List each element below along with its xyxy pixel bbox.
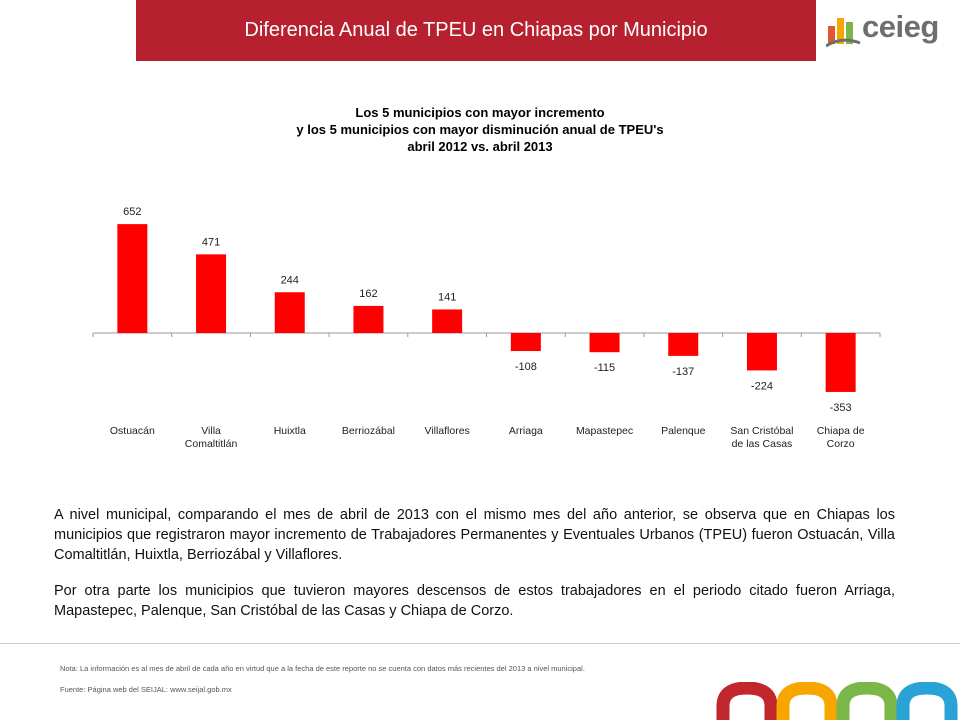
bar xyxy=(353,305,384,333)
bar xyxy=(117,224,148,333)
logo-wordmark: ceieg xyxy=(862,9,939,44)
data-label: -224 xyxy=(751,380,773,392)
footer-ring-shape xyxy=(776,682,838,720)
footer-ring-shape xyxy=(716,682,778,720)
data-label: -115 xyxy=(594,362,615,374)
source-note: Fuente: Página web del SEIJAL: www.seija… xyxy=(60,685,232,694)
chart-title-line-3: abril 2012 vs. abril 2013 xyxy=(407,139,553,154)
category-label: Arriaga xyxy=(509,425,543,437)
category-label: Ostuacán xyxy=(110,425,155,437)
bar xyxy=(825,333,856,392)
data-label: 244 xyxy=(281,274,299,286)
data-label: 652 xyxy=(123,206,141,218)
data-label: 162 xyxy=(359,288,377,300)
ceieg-logo: ceieg xyxy=(825,9,948,48)
bar xyxy=(510,333,541,352)
header-banner: Diferencia Anual de TPEU en Chiapas por … xyxy=(136,0,816,61)
category-label: Berriozábal xyxy=(342,425,395,437)
footer-divider xyxy=(0,643,960,644)
logo-bars-icon xyxy=(825,18,861,48)
footnote: Nota: La información es al mes de abril … xyxy=(60,664,585,673)
category-label: Huixtla xyxy=(274,425,306,437)
analysis-paragraph-1: A nivel municipal, comparando el mes de … xyxy=(54,507,895,563)
category-label: San Cristóbal de las Casas xyxy=(730,425,793,450)
footer-decorative-logos xyxy=(716,682,958,720)
category-label: Mapastepec xyxy=(576,425,633,437)
footer-ring-shape xyxy=(896,682,958,720)
category-label: Villaflores xyxy=(424,425,469,437)
data-label: 471 xyxy=(202,236,220,248)
analysis-paragraph-2: Por otra parte los municipios que tuvier… xyxy=(54,583,895,619)
chart-title-line-1: Los 5 municipios con mayor incremento xyxy=(355,105,605,120)
chart-title: Los 5 municipios con mayor incremento y … xyxy=(200,104,760,155)
bar xyxy=(274,292,305,333)
data-label: -108 xyxy=(515,361,537,373)
bar xyxy=(196,254,227,333)
category-label: Chiapa de Corzo xyxy=(817,425,865,450)
page-title: Diferencia Anual de TPEU en Chiapas por … xyxy=(244,19,708,41)
data-label: -353 xyxy=(830,402,852,414)
category-label: Villa Comaltitlán xyxy=(185,425,238,450)
chart-title-line-2: y los 5 municipios con mayor disminución… xyxy=(296,122,664,137)
bar xyxy=(432,309,463,333)
bar xyxy=(746,333,777,371)
bar xyxy=(589,333,620,353)
bar-chart: 652 Ostuacán 471 Villa Comaltitlán 244 Huixtla… xyxy=(92,206,881,450)
data-label: -137 xyxy=(672,366,694,378)
bar xyxy=(668,333,699,356)
data-label: 141 xyxy=(438,291,456,303)
footer-ring-shape xyxy=(836,682,898,720)
category-label: Palenque xyxy=(661,425,706,437)
